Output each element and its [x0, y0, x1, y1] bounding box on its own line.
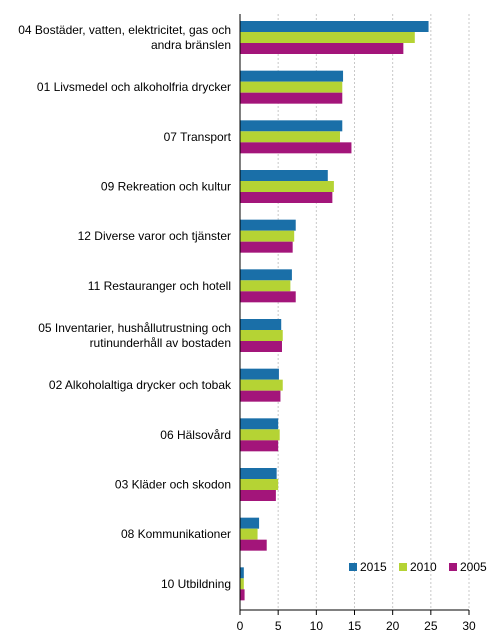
legend-label-2010: 2010 [410, 560, 437, 574]
bar-2005-2 [240, 142, 352, 154]
bar-2015-7 [240, 368, 279, 380]
bar-2010-10 [240, 528, 258, 540]
bar-2015-4 [240, 219, 296, 231]
bar-2010-4 [240, 230, 295, 242]
category-label-3: 09 Rekreation och kultur [101, 180, 231, 194]
bar-2005-10 [240, 539, 267, 551]
category-label-7: 02 Alkoholaltiga drycker och tobak [49, 378, 232, 392]
bar-2015-5 [240, 269, 292, 281]
bar-2015-9 [240, 468, 277, 479]
grid-lines [277, 14, 470, 610]
bar-2015-6 [240, 319, 282, 330]
bar-2005-3 [240, 192, 333, 203]
category-label-5: 11 Restauranger och hotell [88, 279, 231, 293]
bar-2010-3 [240, 181, 334, 192]
bar-2005-8 [240, 440, 279, 452]
bar-2015-2 [240, 120, 343, 132]
category-label-11: 10 Utbildning [161, 577, 231, 591]
x-tick-label-3: 15 [348, 619, 362, 633]
x-tick-label-5: 25 [424, 619, 438, 633]
bar-2005-0 [240, 43, 404, 54]
bar-2015-0 [240, 21, 429, 32]
bar-2010-7 [240, 379, 283, 391]
bar-2005-4 [240, 241, 293, 253]
category-label-6: 05 Inventarier, hushållutrustning och rut… [38, 321, 231, 350]
bar-2010-11 [240, 578, 244, 590]
bar-2005-5 [240, 291, 296, 303]
category-label-10: 08 Kommunikationer [121, 527, 231, 541]
legend-label-2005: 2005 [460, 560, 487, 574]
bar-2010-2 [240, 131, 340, 143]
bar-2005-11 [240, 589, 245, 601]
bar-2005-9 [240, 490, 276, 501]
category-label-1: 01 Livsmedel och alkoholfria drycker [37, 80, 231, 94]
bar-2005-7 [240, 390, 281, 402]
legend-label-2015: 2015 [360, 560, 387, 574]
bar-2010-6 [240, 330, 283, 341]
x-tick-label-2: 10 [310, 619, 324, 633]
legend-swatch-2005 [449, 563, 457, 571]
category-label-9: 03 Kläder och skodon [115, 478, 231, 492]
bar-2015-11 [240, 567, 244, 579]
bar-2010-9 [240, 479, 279, 490]
category-label-0: 04 Bostäder, vatten, elektricitet, gas o… [18, 23, 231, 52]
category-label-4: 12 Diverse varor och tjänster [78, 229, 231, 243]
legend-swatch-2015 [349, 563, 357, 571]
bar-2005-1 [240, 92, 343, 104]
category-labels: 04 Bostäder, vatten, elektricitet, gas o… [18, 23, 232, 591]
category-label-2: 07 Transport [164, 130, 232, 144]
bar-2005-6 [240, 341, 282, 352]
bar-2015-8 [240, 418, 279, 430]
bar-2010-0 [240, 32, 415, 43]
x-axis: 0 5 10 15 20 25 30 [237, 14, 476, 633]
bar-2015-10 [240, 517, 260, 529]
category-label-8: 06 Hälsovård [160, 428, 231, 442]
bar-2010-5 [240, 280, 291, 292]
x-tick-label-0: 0 [237, 619, 244, 633]
x-tick-label-1: 5 [275, 619, 282, 633]
bar-2015-1 [240, 70, 344, 82]
legend-swatch-2010 [399, 563, 407, 571]
bars [240, 21, 429, 601]
x-tick-label-4: 20 [386, 619, 400, 633]
legend: 2015 2010 2005 [349, 560, 487, 574]
x-tick-label-6: 30 [462, 619, 476, 633]
bar-2015-3 [240, 170, 328, 181]
bar-2010-1 [240, 81, 343, 93]
bar-2010-8 [240, 429, 280, 441]
